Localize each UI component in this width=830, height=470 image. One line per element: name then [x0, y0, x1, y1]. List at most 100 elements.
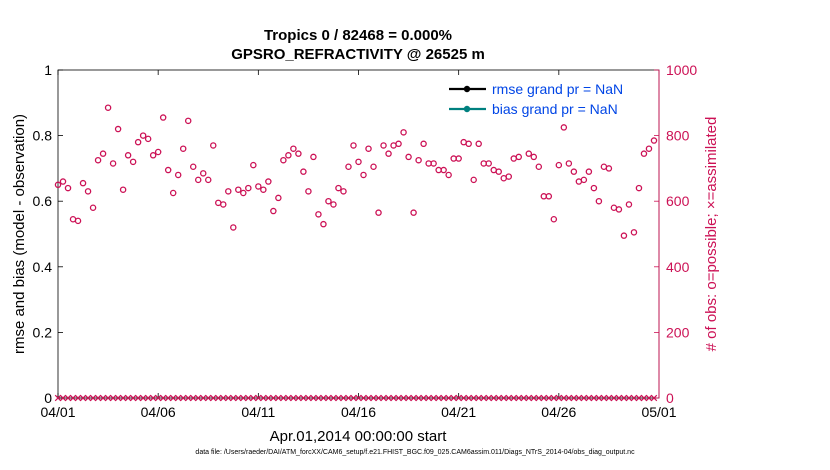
obs-possible-point: [530, 153, 538, 161]
obs-assimilated-point: [94, 394, 102, 402]
obs-possible-point: [265, 178, 272, 185]
obs-assimilated-point: [255, 394, 262, 402]
obs-assimilated-point: [280, 394, 287, 402]
obs-possible-point: [445, 171, 452, 179]
obs-assimilated-point: [620, 394, 628, 402]
obs-assimilated-point: [470, 394, 477, 402]
obs-possible-point: [595, 197, 603, 205]
obs-possible-point: [340, 188, 347, 195]
obs-assimilated-point: [144, 394, 152, 402]
obs-assimilated-point: [645, 394, 653, 402]
y2-tick-label: 600: [666, 193, 690, 209]
obs-possible-point: [290, 145, 297, 152]
obs-possible-point: [570, 168, 578, 175]
obs-assimilated-point: [485, 394, 492, 402]
obs-assimilated-point: [395, 394, 402, 402]
obs-possible-point: [94, 156, 102, 164]
obs-assimilated-point: [210, 394, 217, 402]
obs-assimilated-point: [134, 394, 142, 402]
obs-possible-point: [550, 215, 558, 223]
obs-possible-point: [620, 232, 628, 239]
obs-possible-point: [485, 160, 492, 167]
obs-assimilated-point: [585, 394, 593, 402]
obs-assimilated-point: [535, 394, 543, 402]
obs-assimilated-point: [435, 394, 442, 402]
obs-possible-point: [625, 201, 633, 208]
obs-assimilated-point: [235, 394, 242, 402]
obs-assimilated-point: [450, 394, 457, 402]
obs-possible-point: [420, 140, 427, 148]
obs-assimilated-point: [275, 394, 282, 402]
obs-possible-point: [245, 184, 252, 192]
y2-tick-label: 800: [666, 128, 690, 144]
x-tick-label: 04/26: [541, 404, 576, 420]
obs-possible-point: [375, 209, 382, 216]
obs-possible-point: [330, 201, 337, 208]
obs-assimilated-point: [265, 394, 272, 402]
obs-assimilated-point: [430, 394, 437, 402]
obs-assimilated-point: [104, 394, 112, 402]
obs-assimilated-point: [230, 394, 237, 402]
obs-assimilated-point: [149, 394, 157, 402]
obs-assimilated-point: [530, 394, 538, 402]
obs-possible-point: [210, 142, 217, 149]
obs-possible-point: [380, 142, 387, 149]
y-tick-label: 0.8: [33, 128, 53, 144]
obs-assimilated-point: [400, 394, 407, 402]
obs-assimilated-point: [225, 394, 232, 402]
obs-assimilated-point: [174, 394, 182, 402]
obs-possible-point: [134, 138, 142, 146]
obs-assimilated-point: [365, 394, 372, 402]
obs-assimilated-point: [195, 394, 202, 402]
obs-assimilated-point: [610, 394, 618, 402]
obs-possible-point: [470, 176, 477, 184]
obs-assimilated-point: [310, 394, 317, 402]
obs-assimilated-point: [490, 394, 497, 402]
obs-possible-point: [280, 156, 287, 164]
data-file-note: data file: /Users/raeder/DAI/ATM_forcXX/…: [195, 449, 635, 456]
obs-possible-point: [119, 186, 127, 193]
obs-assimilated-point: [640, 394, 648, 402]
obs-possible-point: [320, 220, 327, 228]
obs-assimilated-point: [64, 394, 72, 402]
obs-possible-point: [74, 217, 82, 225]
obs-assimilated-point: [460, 394, 467, 402]
obs-assimilated-point: [69, 394, 77, 402]
obs-assimilated-point: [190, 394, 197, 402]
obs-assimilated-point: [240, 394, 247, 402]
x-tick-label: 05/01: [641, 404, 676, 420]
obs-assimilated-point: [360, 394, 367, 402]
obs-possible-point: [164, 166, 172, 174]
legend-rmse-marker: [463, 85, 471, 93]
obs-assimilated-point: [555, 394, 563, 402]
obs-possible-point: [255, 183, 262, 190]
obs-assimilated-point: [495, 394, 502, 402]
obs-possible-point: [250, 161, 257, 169]
legend-bias-marker: [463, 105, 471, 113]
obs-assimilated-point: [515, 394, 522, 402]
obs-possible-point: [220, 201, 227, 208]
obs-assimilated-point: [124, 394, 132, 402]
y-axis-right: 0 200 400 600 800 1000: [654, 62, 697, 406]
plot-frame: [57, 69, 660, 399]
obs-assimilated-point: [205, 394, 212, 402]
x-axis-label: Apr.01,2014 00:00:00 start: [270, 428, 448, 445]
legend: rmse grand pr = NaN bias grand pr = NaN: [444, 80, 655, 120]
obs-possible-point: [635, 184, 643, 192]
obs-assimilated-point: [340, 394, 347, 402]
obs-assimilated-point: [580, 394, 588, 402]
obs-assimilated-point: [405, 394, 412, 402]
obs-assimilated-point: [215, 394, 222, 402]
obs-assimilated-point: [300, 394, 307, 402]
obs-possible-point: [560, 124, 568, 131]
obs-assimilated-point: [114, 394, 122, 402]
obs-assimilated-point: [420, 394, 427, 402]
legend-rmse-label: rmse grand pr = NaN: [492, 81, 623, 97]
obs-possible-point: [505, 173, 512, 180]
obs-assimilated-point: [385, 394, 392, 402]
obs-possible-point: [650, 137, 658, 144]
obs-possible-point: [235, 186, 242, 193]
obs-assimilated-point: [375, 394, 382, 402]
obs-assimilated-point: [245, 394, 252, 402]
obs-possible-point: [495, 168, 502, 175]
